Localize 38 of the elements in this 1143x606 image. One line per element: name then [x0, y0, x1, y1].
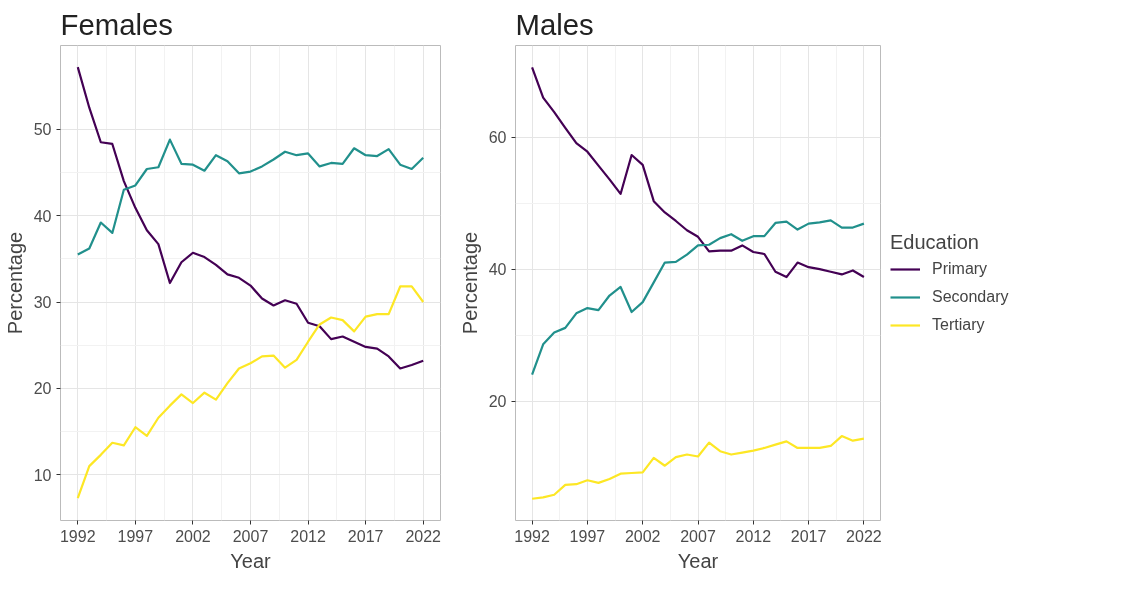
legend-label: Tertiary	[932, 315, 985, 334]
x-tick-label: 2022	[846, 527, 882, 545]
line-series	[76, 65, 425, 370]
y-axis-title: Percentage	[3, 231, 26, 335]
line-series	[76, 285, 425, 500]
x-tick-label: 1997	[569, 527, 606, 545]
x-tick-label: 2002	[624, 527, 661, 545]
chart-title: Females	[60, 7, 173, 41]
legend-title: Education	[890, 230, 980, 254]
x-tick-label: 2017	[790, 527, 827, 545]
x-axis-title: Year	[677, 549, 719, 572]
x-tick-label: 2007	[680, 527, 716, 545]
legend-label: Secondary	[932, 287, 1009, 306]
y-tick-label: 20	[33, 380, 52, 398]
x-tick-label: 2007	[232, 527, 269, 545]
line-series	[530, 434, 866, 500]
x-tick-label: 2012	[735, 527, 772, 545]
x-tick-label: 2012	[290, 527, 326, 545]
line-series	[76, 138, 425, 256]
x-tick-label: 2022	[405, 527, 442, 545]
x-axis-title: Year	[230, 549, 272, 572]
y-tick-label: 40	[488, 261, 507, 279]
y-tick-label: 20	[488, 393, 507, 411]
y-tick-label: 50	[33, 121, 52, 139]
legend-label: Primary	[932, 259, 988, 278]
x-tick-label: 2017	[347, 527, 384, 545]
y-tick-label: 60	[488, 129, 507, 147]
chart-title: Males	[515, 7, 594, 41]
line-series	[530, 66, 866, 279]
x-tick-label: 2002	[175, 527, 211, 545]
x-tick-label: 1992	[514, 527, 550, 545]
y-tick-label: 40	[33, 207, 52, 225]
y-tick-label: 30	[33, 294, 52, 311]
y-axis-title: Percentage	[458, 231, 481, 335]
x-tick-label: 1992	[59, 527, 96, 545]
x-tick-label: 1997	[117, 527, 154, 545]
y-tick-label: 10	[33, 466, 52, 484]
line-series	[530, 219, 866, 376]
